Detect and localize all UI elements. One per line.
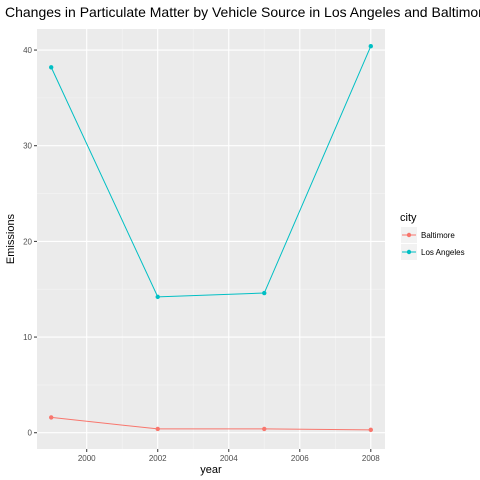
x-axis: 2000 2002 2004 2006 2008 bbox=[78, 449, 380, 463]
legend-label-los-angeles: Los Angeles bbox=[421, 248, 465, 257]
data-point-los-angeles bbox=[262, 290, 267, 296]
y-tick-label: 0 bbox=[28, 429, 33, 438]
legend-key-point-baltimore bbox=[406, 232, 412, 238]
legend: city Baltimore Los Angeles bbox=[400, 212, 465, 260]
legend-label-baltimore: Baltimore bbox=[421, 231, 455, 240]
y-axis: 0 10 20 30 40 bbox=[23, 46, 37, 438]
grid-minor bbox=[37, 29, 385, 449]
data-point-los-angeles bbox=[155, 294, 160, 300]
legend-title: city bbox=[400, 212, 417, 224]
data-point-baltimore bbox=[49, 415, 54, 420]
data-point-baltimore bbox=[368, 427, 373, 433]
x-tick-label: 2002 bbox=[149, 454, 167, 463]
series-layer bbox=[49, 44, 373, 433]
x-tick-label: 2008 bbox=[362, 454, 380, 463]
plot-panel-background bbox=[37, 29, 385, 449]
y-axis-title: Emissions bbox=[5, 213, 17, 264]
x-axis-title: year bbox=[200, 464, 222, 476]
chart-title: Changes in Particulate Matter by Vehicle… bbox=[5, 4, 480, 20]
data-point-los-angeles bbox=[368, 44, 373, 49]
series-line-baltimore bbox=[51, 416, 371, 431]
x-tick-label: 2004 bbox=[220, 454, 238, 463]
data-point-los-angeles bbox=[49, 65, 54, 70]
y-tick-label: 40 bbox=[23, 46, 32, 55]
grid-major bbox=[37, 29, 385, 449]
series-line-los-angeles bbox=[50, 46, 372, 298]
x-tick-label: 2006 bbox=[291, 454, 309, 463]
y-tick-label: 30 bbox=[23, 142, 32, 151]
x-tick-label: 2000 bbox=[78, 454, 96, 463]
legend-key-point-los-angeles bbox=[406, 249, 412, 255]
plot-panel bbox=[37, 29, 385, 449]
data-point-baltimore bbox=[155, 426, 160, 432]
y-tick-label: 10 bbox=[23, 333, 32, 342]
data-point-baltimore bbox=[262, 426, 267, 432]
y-tick-label: 20 bbox=[23, 237, 32, 246]
